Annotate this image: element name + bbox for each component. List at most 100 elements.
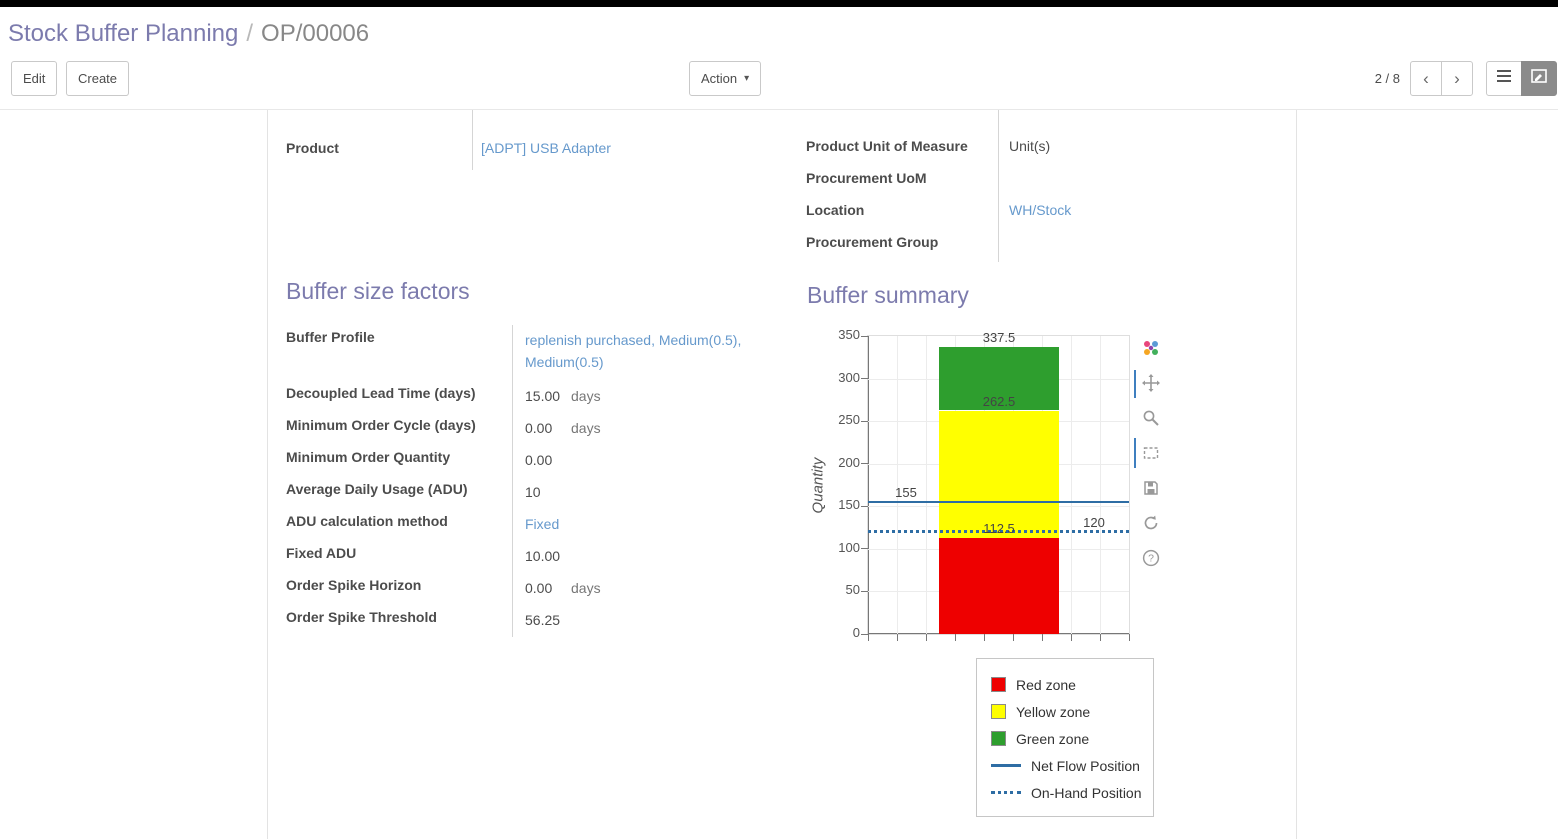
min-order-cycle-value: 0.00 [525, 420, 553, 436]
days-suffix: days [571, 580, 601, 596]
buffer-profile-label: Buffer Profile [286, 329, 375, 345]
y-axis-tick-label: 200 [838, 454, 860, 470]
pager-next-button[interactable]: › [1441, 61, 1473, 96]
uom-field-row: Product Unit of Measure Unit(s) [806, 134, 1276, 166]
y-axis-tick-label: 300 [838, 369, 860, 385]
fixed-adu-value: 10.00 [525, 548, 561, 564]
list-view-button[interactable] [1486, 61, 1522, 96]
chart-annotation: 337.5 [982, 329, 1016, 345]
buffer-size-factors-title: Buffer size factors [286, 278, 470, 304]
y-axis-tick-label: 50 [845, 582, 860, 598]
green-zone-swatch [991, 731, 1006, 746]
breadcrumb: Stock Buffer Planning / OP/00006 [8, 20, 369, 48]
buffer-chart: 0 50 100 150 200 250 300 350 337.5 262.5 155 112.5 1… [838, 327, 1130, 641]
x-axis-tick [1042, 634, 1043, 641]
save-image-icon[interactable] [1141, 478, 1161, 498]
chart-line-net-flow-position [868, 501, 1129, 504]
legend-item-green-zone: Green zone [991, 725, 1153, 752]
days-suffix: days [571, 420, 601, 436]
chart-zone-yellow-zone [939, 410, 1059, 539]
zoom-icon[interactable] [1141, 408, 1161, 428]
modebar-active-indicator [1134, 370, 1136, 398]
decoupled-lead-time-row: Decoupled Lead Time (days) 15.00 days [286, 381, 792, 413]
form-edit-icon [1531, 69, 1547, 88]
chart-zone-red-zone [939, 538, 1059, 634]
buffer-profile-row: Buffer Profile replenish purchased, Medi… [286, 325, 792, 381]
days-suffix: days [571, 388, 601, 404]
yellow-zone-swatch [991, 704, 1006, 719]
view-switcher [1486, 61, 1557, 96]
pager-nav: ‹ › [1410, 61, 1473, 96]
chart-annotation: 155 [895, 485, 917, 501]
pager-previous-button[interactable]: ‹ [1410, 61, 1442, 96]
decoupled-lead-time-label: Decoupled Lead Time (days) [286, 385, 476, 401]
breadcrumb-parent-link[interactable]: Stock Buffer Planning [8, 20, 239, 47]
pan-icon[interactable] [1141, 373, 1161, 393]
order-spike-threshold-label: Order Spike Threshold [286, 609, 437, 625]
y-axis-tick-label: 150 [838, 497, 860, 513]
chart-legend: Red zone Yellow zone Green zone Net Flow… [976, 658, 1154, 817]
top-navbar [0, 0, 1558, 7]
y-axis-tick-label: 100 [838, 539, 860, 555]
adu-label: Average Daily Usage (ADU) [286, 481, 468, 497]
product-field-value-link[interactable]: [ADPT] USB Adapter [481, 140, 611, 156]
chevron-right-icon: › [1454, 68, 1460, 88]
adu-method-label: ADU calculation method [286, 513, 448, 529]
form-view-button[interactable] [1521, 61, 1557, 96]
y-axis-tick-label: 0 [852, 625, 860, 640]
procurement-group-field-row: Procurement Group [806, 230, 1276, 262]
pager-counter: 2 / 8 [1374, 71, 1400, 86]
breadcrumb-current: OP/00006 [261, 20, 370, 47]
x-axis-tick [1013, 634, 1014, 641]
legend-item-net-flow: Net Flow Position [991, 752, 1153, 779]
x-axis-tick [1129, 634, 1130, 641]
order-spike-threshold-value: 56.25 [525, 612, 561, 628]
adu-method-row: ADU calculation method Fixed [286, 509, 792, 541]
chart-vertical-gridline [897, 336, 898, 634]
x-axis-tick [926, 634, 927, 641]
svg-text:?: ? [1148, 553, 1154, 565]
clipped-row [806, 110, 1276, 134]
chevron-left-icon: ‹ [1423, 68, 1429, 88]
action-dropdown-button[interactable]: Action ▾ [689, 61, 762, 96]
clipped-row [286, 110, 752, 136]
reset-axes-icon[interactable] [1141, 513, 1161, 533]
adu-method-value-link[interactable]: Fixed [525, 516, 560, 532]
edit-button[interactable]: Edit [11, 61, 58, 96]
y-axis-tick-label: 350 [838, 327, 860, 342]
fixed-adu-row: Fixed ADU 10.00 [286, 541, 792, 573]
order-spike-horizon-value: 0.00 [525, 580, 553, 596]
y-axis-tick [861, 463, 868, 465]
min-order-quantity-label: Minimum Order Quantity [286, 449, 451, 465]
legend-label: Net Flow Position [1031, 757, 1140, 774]
y-axis-tick [861, 378, 868, 380]
modebar-active-indicator [1134, 438, 1136, 468]
chart-zone-green-zone [939, 346, 1059, 411]
chart-annotation: 112.5 [983, 521, 1015, 537]
box-zoom-icon[interactable] [1141, 443, 1161, 463]
legend-item-on-hand: On-Hand Position [991, 779, 1153, 806]
decoupled-lead-time-value: 15.00 [525, 388, 561, 404]
chart-modebar: ? [1139, 338, 1163, 568]
control-panel: Stock Buffer Planning / OP/00006 [0, 7, 1558, 110]
form-sheet: Product [ADPT] USB Adapter Product Unit … [267, 110, 1297, 839]
x-axis-tick [1100, 634, 1101, 641]
legend-label: On-Hand Position [1031, 784, 1142, 801]
order-spike-threshold-row: Order Spike Threshold 56.25 [286, 605, 792, 637]
help-icon[interactable]: ? [1141, 548, 1161, 568]
legend-item-yellow-zone: Yellow zone [991, 698, 1153, 725]
action-label: Action [701, 71, 738, 86]
y-axis-tick [861, 335, 868, 337]
buffer-profile-value-link[interactable]: replenish purchased, Medium(0.5), Medium… [525, 332, 742, 370]
min-order-cycle-label: Minimum Order Cycle (days) [286, 417, 476, 433]
location-field-value-link[interactable]: WH/Stock [1009, 202, 1072, 218]
y-axis-line [868, 336, 869, 634]
legend-label: Red zone [1016, 676, 1076, 693]
x-axis-tick [868, 634, 869, 641]
y-axis-tick-label: 250 [838, 412, 860, 428]
on-hand-line-sample [991, 791, 1021, 794]
create-button[interactable]: Create [66, 61, 130, 96]
uom-field-label: Product Unit of Measure [806, 138, 968, 154]
plotly-logo-icon[interactable] [1141, 338, 1161, 358]
list-icon [1496, 69, 1512, 88]
